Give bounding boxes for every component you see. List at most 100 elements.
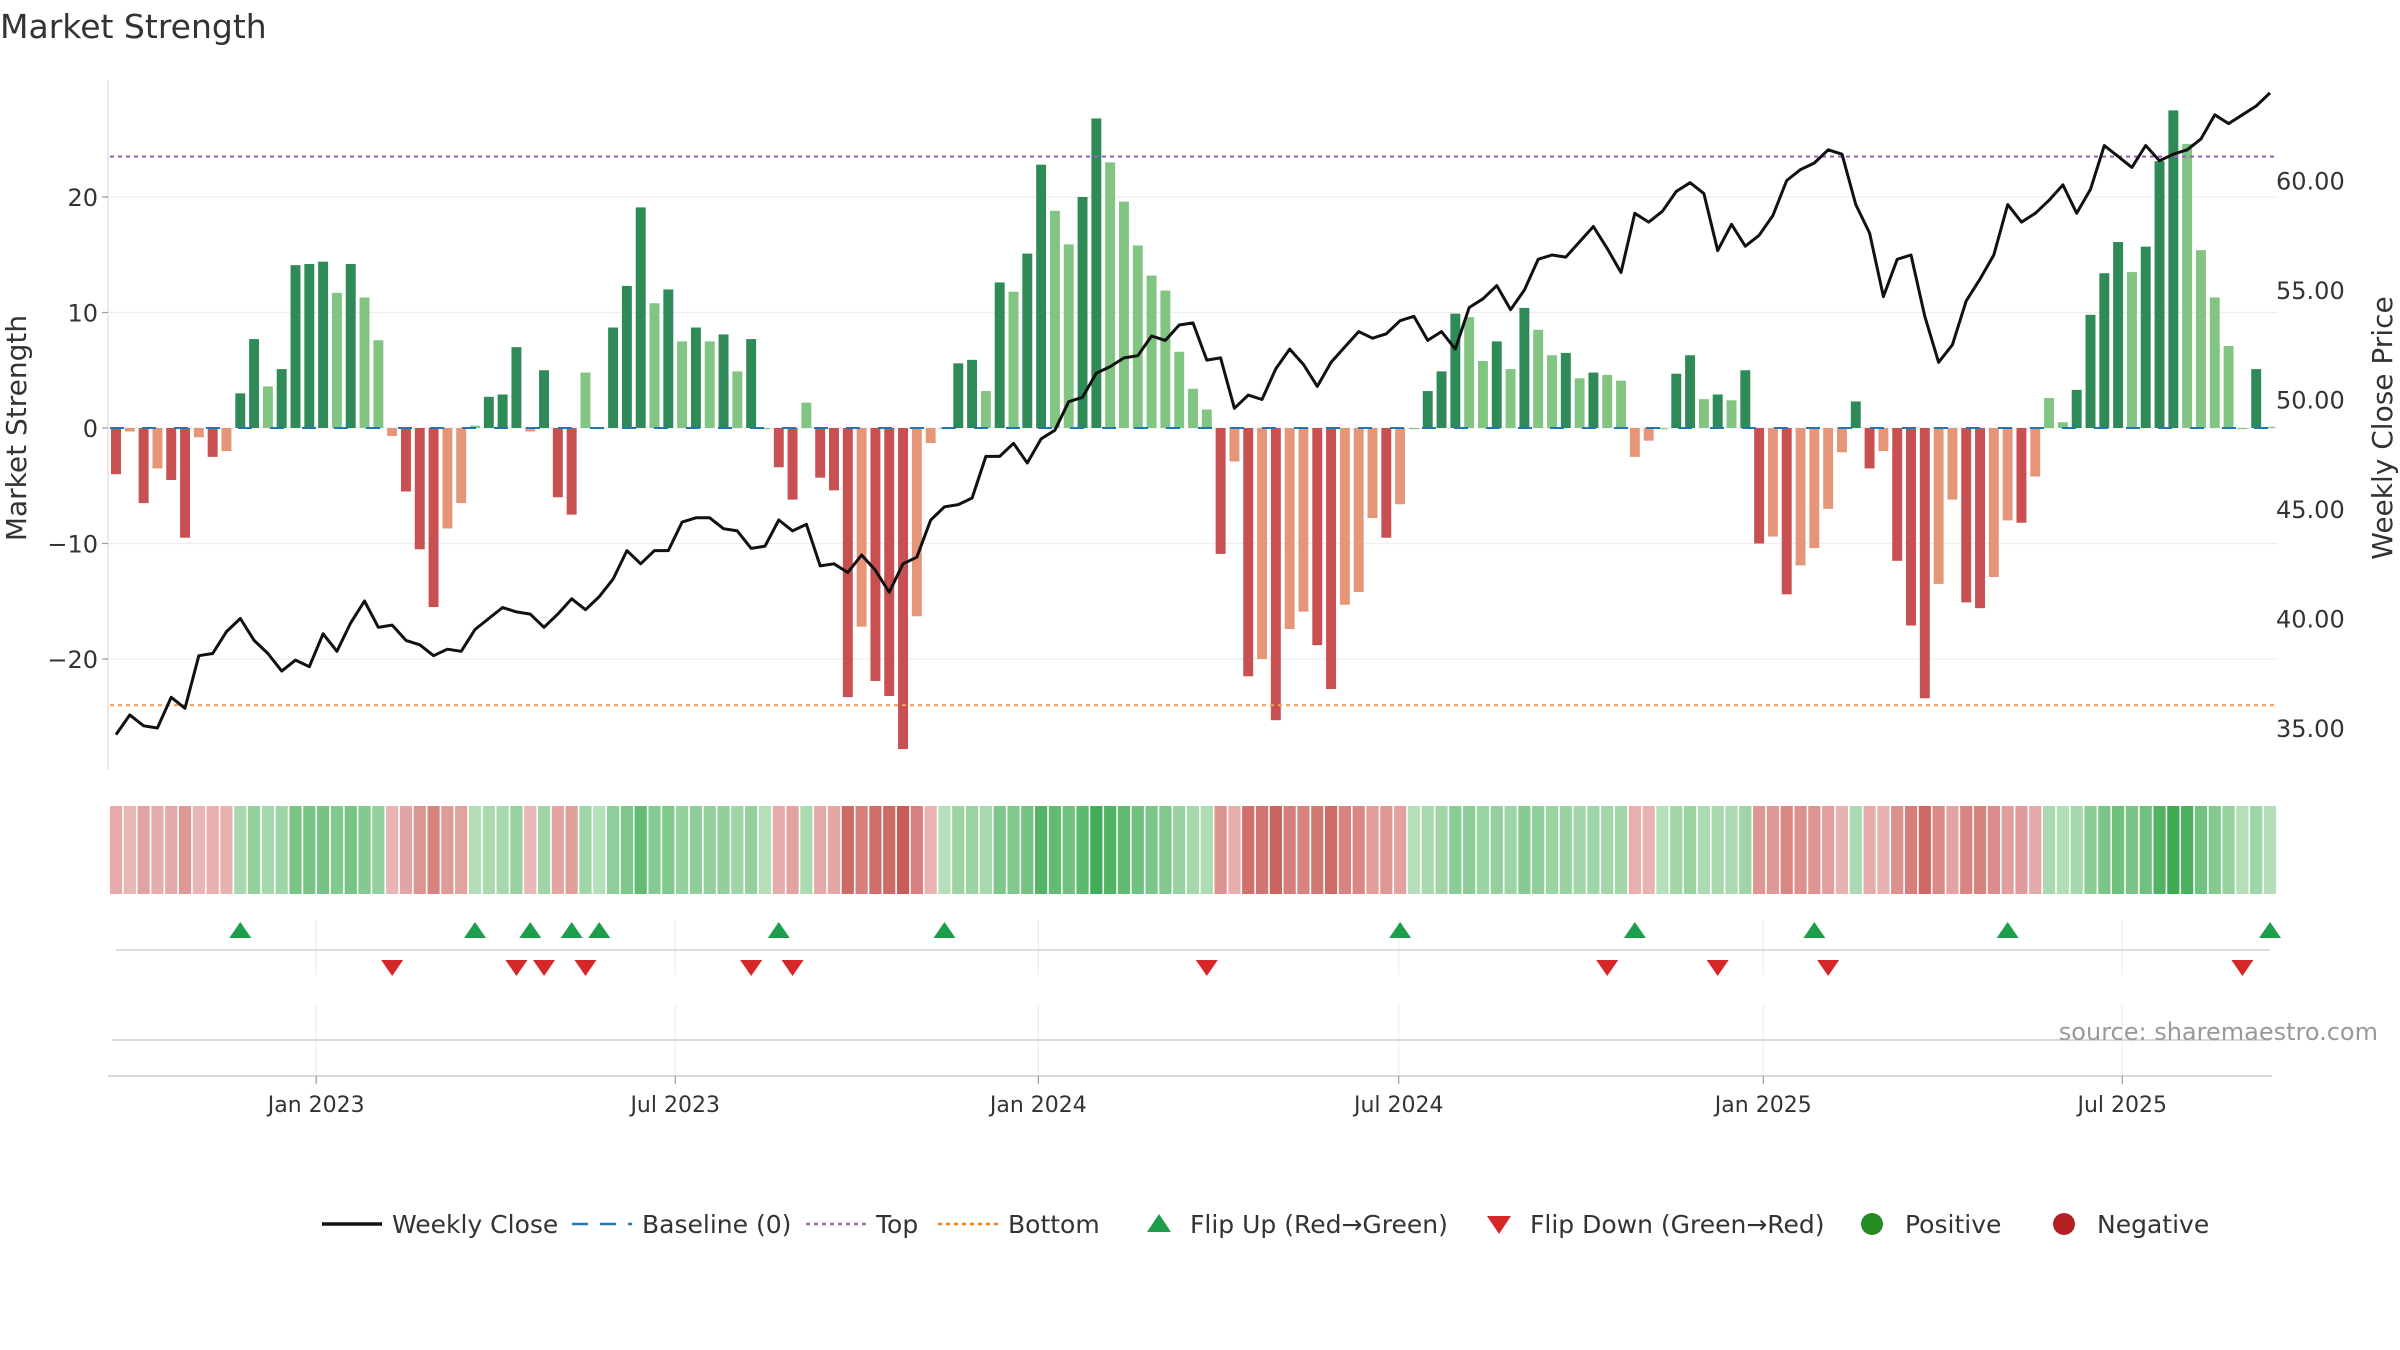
heat-cell [1656, 806, 1669, 894]
heat-cell [1518, 806, 1531, 894]
heat-cell [1297, 806, 1310, 894]
heat-cell [717, 806, 730, 894]
heat-cell [2263, 806, 2277, 894]
heat-cell [1104, 806, 1117, 894]
strength-bar [2057, 422, 2068, 428]
legend-negative-icon [2053, 1213, 2075, 1235]
strength-bar [1547, 355, 1557, 428]
heat-cell [620, 806, 633, 894]
heat-cell [883, 806, 896, 894]
heat-cell [1062, 806, 1075, 894]
legend-label: Bottom [1008, 1210, 1100, 1239]
strength-bar [1864, 428, 1875, 469]
flip-down-marker [2231, 960, 2254, 976]
strength-bar [663, 289, 674, 428]
heat-cell [758, 806, 772, 894]
heat-cell [1628, 806, 1641, 894]
heat-cell [1007, 806, 1020, 894]
heat-cell [2001, 806, 2014, 894]
strength-bar [359, 297, 370, 428]
strength-bar [787, 428, 798, 500]
heat-cell [1504, 806, 1517, 894]
heat-cell [745, 806, 758, 894]
heat-cell [1794, 806, 1807, 894]
heat-cell [1324, 806, 1338, 894]
strength-bar [207, 428, 218, 457]
strength-bar [2016, 428, 2027, 523]
y-tick-label-right: 55.00 [2276, 277, 2345, 305]
legend-label: Negative [2097, 1210, 2209, 1239]
strength-bar [249, 339, 260, 428]
y-tick-label-left: −10 [47, 531, 98, 559]
heat-cell [1670, 806, 1683, 894]
strength-bar [1036, 164, 1047, 428]
strength-bar [1353, 428, 1364, 593]
strength-bar [1105, 162, 1116, 428]
strength-bar [193, 428, 204, 438]
strength-bar [649, 303, 660, 428]
flip-up-marker [519, 922, 542, 938]
heat-cell [1463, 806, 1476, 894]
strength-bar [1395, 428, 1406, 505]
strength-bar [980, 391, 991, 428]
heat-cell [965, 806, 979, 894]
flip-up-marker [1389, 922, 1412, 938]
axes: 20 10 0 −10 −20 60.00 55.00 50.00 45.00 40.00 35.0… [47, 80, 2345, 1118]
heat-cell [109, 806, 123, 894]
heat-cell [648, 806, 661, 894]
strength-bar [470, 425, 480, 428]
strength-bar [1229, 428, 1240, 462]
strength-bar [2002, 428, 2013, 521]
strength-bar [1284, 428, 1295, 629]
heat-cell [2070, 806, 2083, 894]
strength-bar [1685, 355, 1696, 428]
heat-cell [1311, 806, 1324, 894]
heat-cell [1490, 806, 1503, 894]
strength-bar [1836, 428, 1847, 453]
legend-item-baseline: Baseline (0) [572, 1210, 791, 1239]
heat-cell [427, 806, 440, 894]
heat-cell [537, 806, 551, 894]
strength-bar [1961, 428, 1972, 603]
heat-cell [565, 806, 578, 894]
strength-bar [2182, 143, 2193, 428]
heat-cell [1973, 806, 1987, 894]
legend-item-negative: Negative [2053, 1210, 2209, 1239]
strength-bar [870, 428, 881, 681]
heat-cell [910, 806, 923, 894]
heat-cell [1173, 806, 1186, 894]
strength-bar [704, 341, 715, 428]
legend-positive-icon [1861, 1213, 1883, 1235]
heat-cell [1822, 806, 1835, 894]
legend-item-top: Top [806, 1210, 918, 1239]
strength-bar [2237, 428, 2248, 430]
strength-bar [1850, 401, 1861, 428]
strength-bar [318, 261, 329, 428]
heat-cell [1242, 806, 1255, 894]
strength-bar [1160, 290, 1171, 428]
flip-up-marker [1803, 922, 1826, 938]
strength-bar [2030, 428, 2041, 477]
heat-cell [855, 806, 868, 894]
heat-cell [2125, 806, 2139, 894]
strength-bar [414, 428, 425, 550]
heat-cell [1366, 806, 1379, 894]
y-tick-label-right: 50.00 [2276, 387, 2345, 415]
heat-cell [1076, 806, 1089, 894]
heat-cell [386, 806, 399, 894]
strength-bar [1132, 245, 1143, 428]
heat-cell [468, 806, 482, 894]
strength-bar [856, 428, 867, 627]
x-tick-label: Jan 2025 [1713, 1093, 1812, 1118]
flip-down-marker [574, 960, 597, 976]
strength-bar [2195, 250, 2206, 428]
strength-bar [842, 428, 853, 698]
heat-cell [814, 806, 827, 894]
heat-cell [869, 806, 882, 894]
heat-cell [841, 806, 854, 894]
heat-cell [676, 806, 689, 894]
strength-bar [898, 428, 909, 750]
legend-label: Top [875, 1210, 918, 1239]
strength-bar [456, 428, 467, 504]
strength-bar [801, 402, 812, 428]
